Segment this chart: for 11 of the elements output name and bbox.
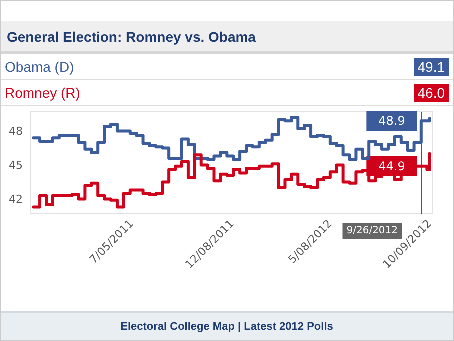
annotation: 48.9 [378, 114, 406, 128]
y-tick-label: 45 [9, 158, 23, 172]
annotation: 44.9 [378, 159, 406, 174]
chart-title: General Election: Romney vs. Obama [7, 29, 257, 45]
text: Obama (D) [5, 58, 74, 74]
text: Romney (R) [5, 84, 80, 100]
text: 46.0 [414, 84, 449, 102]
text: 49.1 [414, 58, 449, 76]
y-tick-label: 42 [9, 192, 23, 206]
text: Electoral College Map | Latest 2012 Polls [1, 311, 453, 340]
y-tick-label: 48 [9, 124, 23, 138]
